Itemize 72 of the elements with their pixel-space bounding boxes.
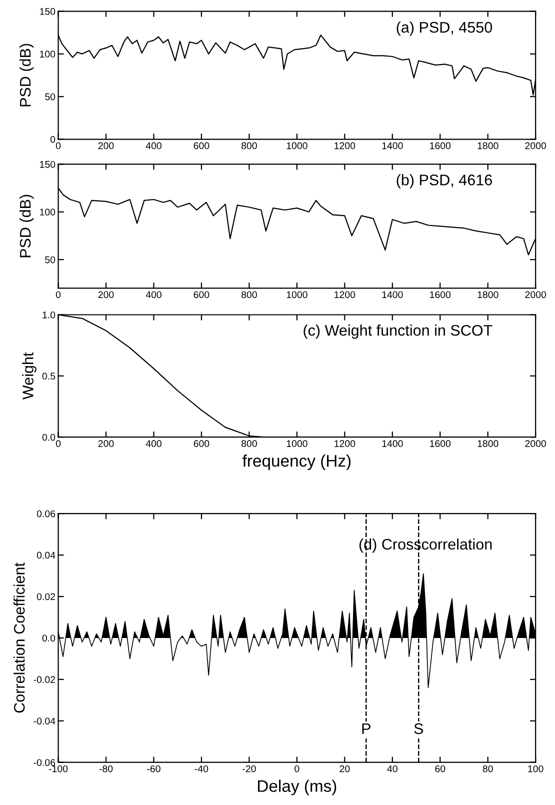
annotation: (b) PSD, 4616 bbox=[396, 174, 492, 188]
y-tick-label: 0.5 bbox=[42, 372, 56, 380]
x-tick-label: 60 bbox=[435, 765, 446, 772]
y-axis-title: Weight bbox=[22, 352, 36, 400]
y-tick-label: 0 bbox=[50, 136, 56, 143]
x-tick-label: 200 bbox=[98, 440, 114, 448]
x-tick-label: 0 bbox=[294, 765, 300, 772]
x-tick-label: 1800 bbox=[478, 142, 498, 150]
x-tick-label: 1400 bbox=[382, 291, 403, 298]
y-tick-label: 100 bbox=[40, 50, 56, 58]
x-tick-label: 200 bbox=[98, 142, 114, 150]
x-tick-label: 0 bbox=[56, 142, 61, 150]
x-axis-title: Delay (ms) bbox=[258, 780, 336, 796]
x-tick-label: 1800 bbox=[478, 440, 498, 448]
ref-line-label: P bbox=[362, 723, 370, 734]
y-tick-label: 0.0 bbox=[42, 434, 56, 441]
x-tick-label: 80 bbox=[482, 765, 493, 772]
x-tick-label: -40 bbox=[194, 765, 208, 772]
x-tick-label: 800 bbox=[242, 142, 257, 150]
y-tick-label: 50 bbox=[45, 93, 56, 100]
y-tick-label: -0.06 bbox=[34, 759, 56, 766]
x-tick-label: 200 bbox=[98, 291, 114, 298]
x-axis-title: frequency (Hz) bbox=[242, 454, 351, 470]
x-tick-label: 400 bbox=[146, 142, 162, 150]
x-tick-label: 0 bbox=[56, 440, 61, 448]
ref-line-label: S bbox=[414, 723, 424, 734]
x-tick-label: 800 bbox=[242, 291, 257, 298]
x-tick-label: 1800 bbox=[478, 291, 498, 298]
x-tick-label: 1600 bbox=[430, 142, 451, 150]
x-tick-label: 40 bbox=[387, 765, 398, 772]
x-tick-label: 1200 bbox=[334, 291, 356, 298]
x-tick-label: 1200 bbox=[334, 440, 356, 448]
x-tick-label: 1200 bbox=[334, 142, 356, 150]
x-tick-label: 2000 bbox=[525, 142, 546, 150]
x-tick-label: 0 bbox=[56, 291, 61, 298]
y-axis-title: Correlation Coefficient bbox=[14, 562, 25, 713]
y-tick-label: 50 bbox=[45, 256, 56, 264]
y-tick-label: 100 bbox=[40, 208, 56, 216]
x-tick-label: 2000 bbox=[525, 291, 546, 298]
y-tick-label: 0.02 bbox=[36, 593, 56, 600]
annotation: (a) PSD, 4550 bbox=[396, 22, 492, 36]
x-tick-label: 2000 bbox=[525, 440, 546, 448]
x-tick-label: 600 bbox=[194, 291, 210, 298]
x-tick-label: 1600 bbox=[430, 440, 451, 448]
x-tick-label: 1400 bbox=[382, 142, 403, 150]
x-tick-label: 100 bbox=[528, 765, 544, 772]
y-tick-label: -0.02 bbox=[34, 676, 56, 684]
y-tick-label: 0.04 bbox=[36, 552, 56, 559]
x-tick-label: -80 bbox=[99, 765, 113, 772]
x-tick-label: -60 bbox=[147, 765, 160, 772]
x-tick-label: 1000 bbox=[286, 291, 308, 298]
y-axis-title: PSD (dB) bbox=[19, 44, 34, 106]
y-tick-label: 0.0 bbox=[42, 634, 56, 642]
y-axis-title: PSD (dB) bbox=[19, 194, 34, 258]
y-tick-label: 0.06 bbox=[36, 510, 56, 518]
y-tick-label: 150 bbox=[40, 160, 56, 168]
x-tick-label: 600 bbox=[194, 142, 210, 150]
x-tick-label: 800 bbox=[242, 440, 257, 448]
y-tick-label: 1.0 bbox=[42, 311, 56, 318]
y-tick-label: -0.04 bbox=[34, 718, 56, 724]
x-tick-label: 1000 bbox=[286, 142, 308, 150]
x-tick-label: 1000 bbox=[286, 440, 308, 448]
x-tick-label: 1600 bbox=[430, 291, 451, 298]
x-tick-label: 400 bbox=[146, 440, 162, 448]
x-tick-label: -100 bbox=[48, 765, 68, 772]
x-tick-label: 20 bbox=[340, 765, 350, 772]
y-tick-label: 150 bbox=[40, 8, 56, 15]
annotation: (c) Weight function in SCOT bbox=[304, 324, 492, 339]
x-tick-label: 400 bbox=[146, 291, 162, 298]
x-tick-label: 1400 bbox=[382, 440, 403, 448]
x-tick-label: -20 bbox=[242, 765, 256, 772]
x-tick-label: 600 bbox=[194, 440, 210, 448]
